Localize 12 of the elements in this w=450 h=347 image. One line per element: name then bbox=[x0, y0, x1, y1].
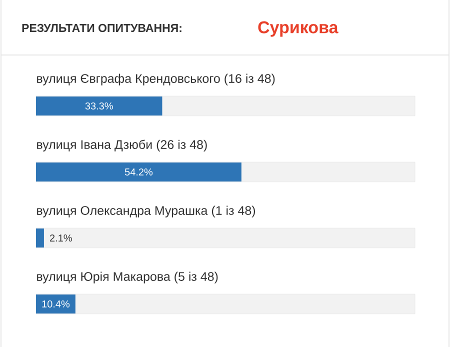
data-label: 2.1% bbox=[50, 234, 72, 242]
y-tick-label: вулиця Юрія Макарова (5 із 48) bbox=[37, 272, 218, 284]
y-tick-label: вулиця Олександра Мурашка (1 із 48) bbox=[37, 206, 256, 218]
bar bbox=[36, 294, 76, 314]
data-label: 54.2% bbox=[124, 168, 153, 176]
chart-title: РЕЗУЛЬТАТИ ОПИТУВАННЯ: bbox=[22, 24, 182, 32]
data-label: 33.3% bbox=[85, 102, 113, 110]
bar bbox=[36, 228, 44, 248]
data-label: 10.4% bbox=[42, 300, 70, 308]
y-tick-label: вулиця Євграфа Крендовського (16 із 48) bbox=[37, 74, 275, 86]
y-tick-label: вулиця Івана Дзюби (26 із 48) bbox=[37, 140, 207, 152]
chart-subtitle: Сурикова bbox=[258, 21, 338, 37]
